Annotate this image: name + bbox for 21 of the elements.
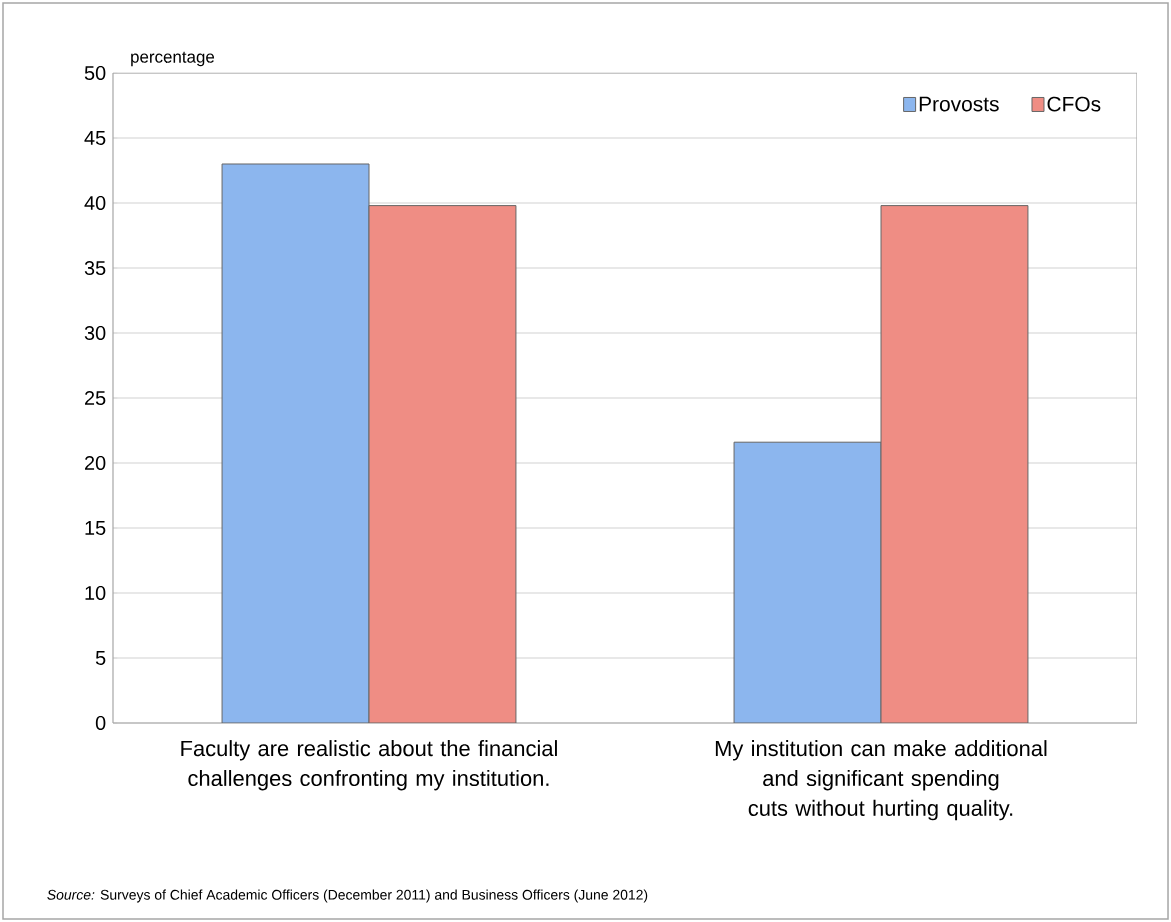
legend-label: Provosts [919, 96, 999, 112]
bar [733, 441, 882, 723]
bar [368, 205, 517, 723]
y-tick-label: 15 [85, 521, 106, 535]
y-tick-label: 50 [84, 65, 106, 81]
y-tick-label: 5 [95, 651, 106, 665]
bar [221, 163, 370, 723]
y-tick-label: 45 [84, 131, 106, 145]
y-axis-title: percentage [131, 51, 215, 67]
y-tick-label: 40 [84, 195, 106, 211]
legend-label: CFOs [1047, 96, 1101, 112]
y-tick-label: 25 [85, 390, 106, 406]
y-tick-label: 30 [84, 325, 106, 341]
text: Source: Surveys of Chief Academic Officers (December 2011) and Business Officers (June 2012) [47, 889, 648, 903]
bar [880, 205, 1029, 723]
y-tick-label: 35 [84, 260, 106, 276]
y-tick-label: 10 [85, 585, 106, 601]
x-tick-label: My institution can make additional and significant spending cuts without hurting quality. [715, 740, 1047, 821]
y-tick-label: 20 [85, 455, 106, 471]
y-tick-label: 0 [95, 715, 106, 731]
x-tick-label: Faculty are realistic about the financial challenges confronting my institution. [181, 740, 557, 791]
